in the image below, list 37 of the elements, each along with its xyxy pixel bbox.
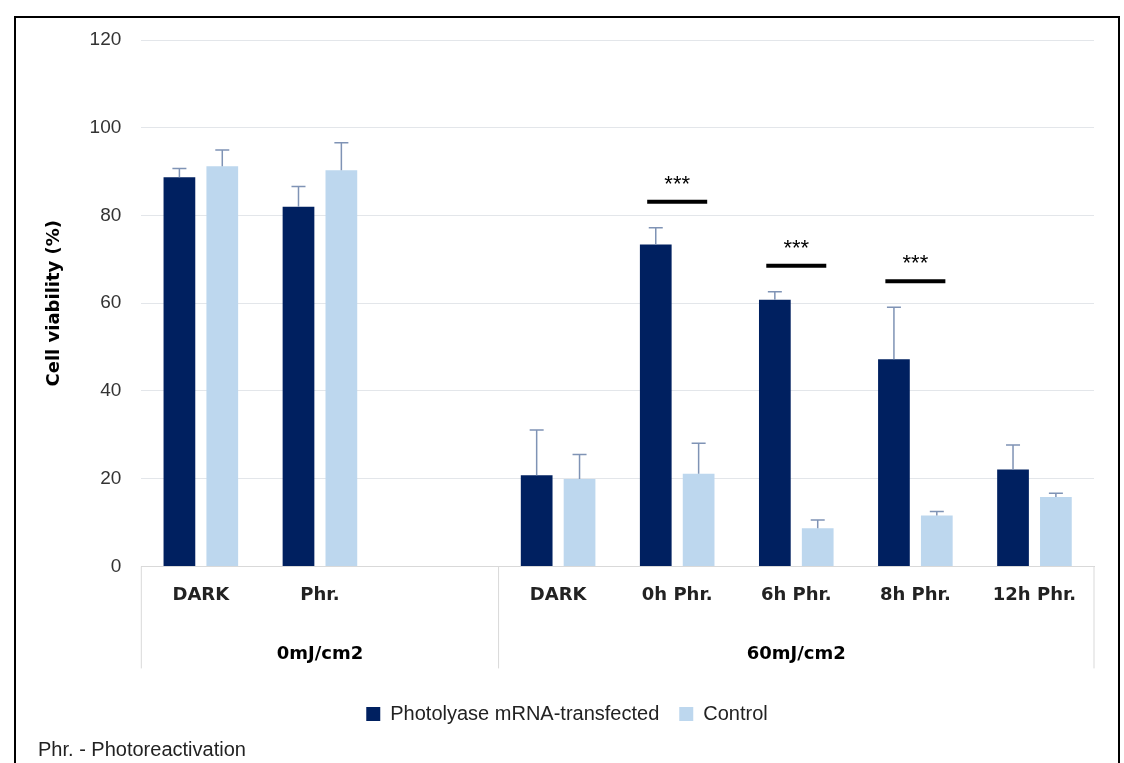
text: Phr. - Photoreactivation	[38, 738, 246, 761]
bar	[639, 244, 672, 566]
x-tick-label: Phr.	[300, 582, 340, 604]
bar	[520, 475, 553, 566]
text: 60mJ/cm2	[746, 642, 846, 664]
bar	[325, 170, 358, 566]
bar	[920, 515, 953, 566]
bar	[163, 177, 196, 566]
bar	[682, 473, 715, 566]
bar	[878, 359, 910, 566]
x-tick-label: 8h Phr.	[879, 582, 951, 604]
y-tick-label: 40	[100, 379, 122, 401]
text: 0mJ/cm2	[276, 642, 364, 664]
annotation: ***	[664, 170, 691, 196]
y-tick-label: 60	[100, 291, 122, 313]
bar	[282, 206, 315, 566]
x-tick-label: 6h Phr.	[760, 582, 832, 604]
y-tick-label: 20	[100, 466, 122, 488]
legend-label: Photolyase mRNA-transfected	[390, 701, 660, 724]
y-tick-label: 0	[110, 554, 122, 576]
bar	[563, 479, 596, 566]
legend-label: Control	[703, 701, 768, 724]
y-tick-label: 120	[89, 28, 122, 50]
bar	[1040, 497, 1072, 566]
y-tick-label: 80	[100, 203, 122, 225]
x-tick-label: DARK	[529, 582, 588, 604]
bar	[758, 299, 791, 566]
bar	[997, 469, 1029, 566]
x-tick-label: DARK	[172, 582, 231, 604]
bar	[206, 166, 239, 566]
x-tick-label: 0h Phr.	[641, 582, 713, 604]
y-tick-label: 100	[89, 115, 122, 137]
bar	[801, 528, 834, 566]
annotation: ***	[783, 234, 810, 260]
annotation: ***	[902, 250, 929, 276]
x-tick-label: 12h Phr.	[992, 582, 1077, 604]
y-axis-title: Cell viability (%)	[42, 219, 64, 387]
